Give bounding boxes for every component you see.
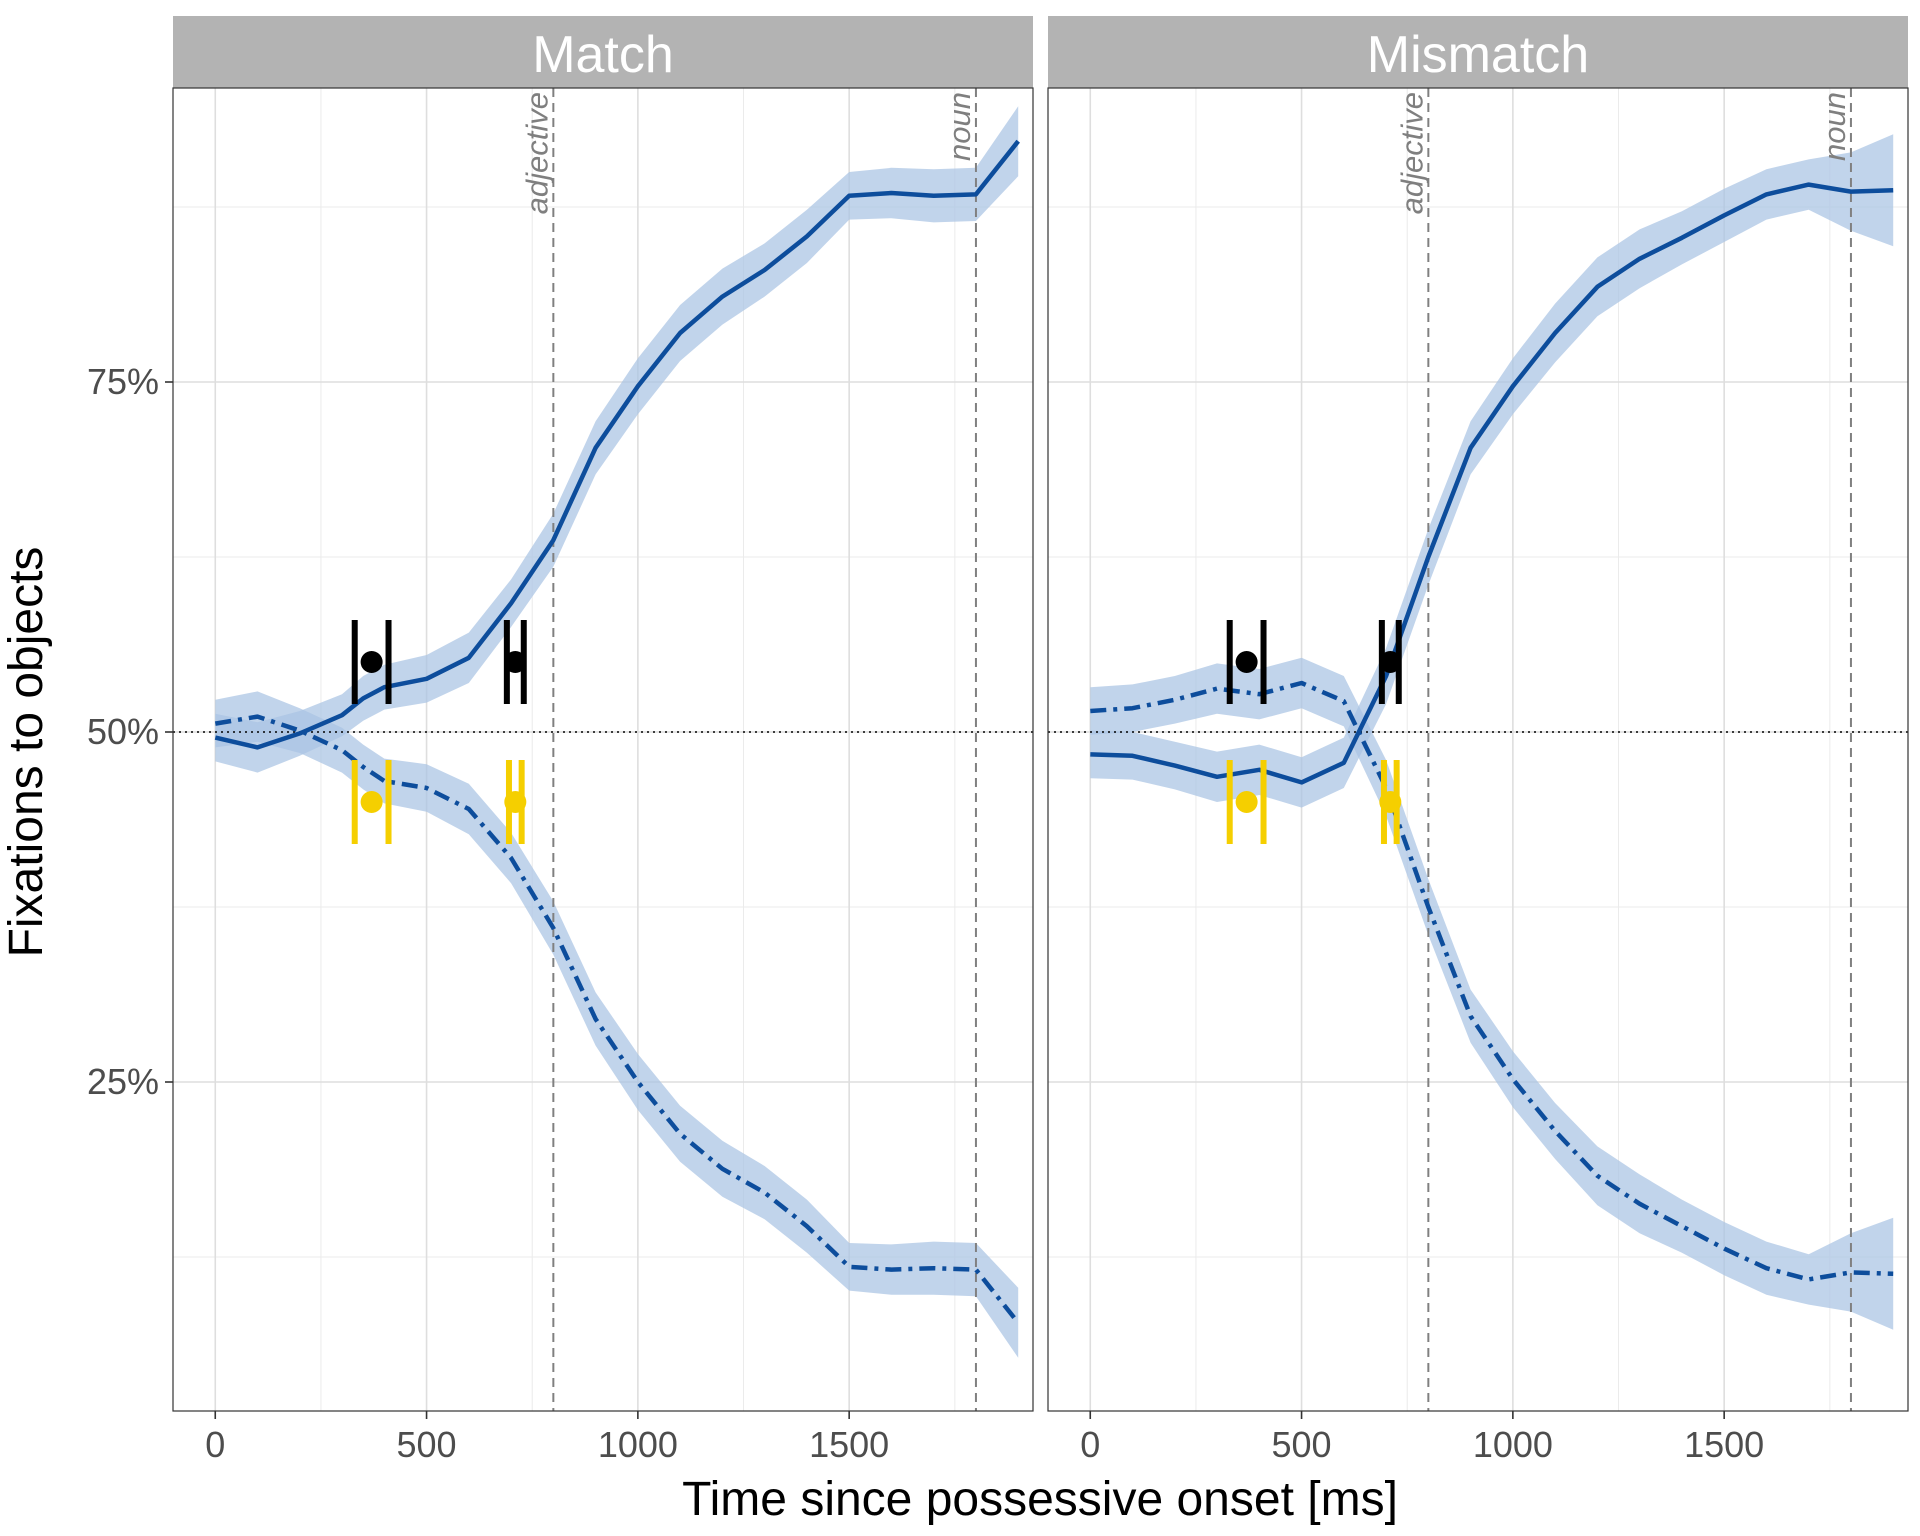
confidence-ribbon [215, 691, 1019, 1358]
x-tick-label: 0 [205, 1424, 225, 1465]
interval-point [360, 651, 383, 673]
interval-point [504, 791, 527, 813]
vertical-marker-label: adjective [519, 92, 554, 214]
y-tick-label: 50% [87, 711, 159, 752]
panel-title: Match [532, 26, 674, 84]
black-interval-marker [351, 620, 392, 704]
panel-border [172, 87, 1034, 1412]
panel-mismatch: Mismatch adjective noun 0 500 1000 1500 [1047, 16, 1909, 1465]
vertical-marker-label: noun [942, 92, 977, 161]
panel-title: Mismatch [1367, 26, 1589, 84]
panel-strip [173, 16, 1033, 88]
panel-strip [1048, 16, 1908, 88]
interval-point [1235, 791, 1258, 813]
confidence-ribbon [1090, 657, 1894, 1330]
black-interval-marker [1226, 620, 1267, 704]
interval-point [360, 791, 383, 813]
yellow-interval-marker [1226, 760, 1267, 844]
interval-point [504, 651, 527, 673]
series-line-solid [1090, 182, 1894, 785]
confidence-ribbon [215, 106, 1019, 773]
series-line-dotdash [1090, 680, 1894, 1282]
x-tick-label: 1000 [598, 1424, 678, 1465]
y-tick-label: 75% [87, 361, 159, 402]
interval-point [1379, 651, 1402, 673]
x-tick-label: 1000 [1473, 1424, 1553, 1465]
interval-point [1379, 791, 1402, 813]
interval-point [1235, 651, 1258, 673]
x-tick-label: 0 [1080, 1424, 1100, 1465]
black-interval-marker [503, 620, 527, 704]
x-tick-label: 1500 [809, 1424, 889, 1465]
x-tick-label: 500 [397, 1424, 457, 1465]
y-axis-title: Fixations to objects [0, 547, 53, 958]
y-tick-label: 25% [87, 1061, 159, 1102]
confidence-ribbon [1090, 134, 1894, 808]
panel-border [1047, 87, 1909, 1412]
series-line-solid [214, 139, 1020, 750]
panel-match: Match adjective noun 0 500 1000 1500 25% 50% 75% [87, 16, 1034, 1465]
vertical-marker-label: adjective [1394, 92, 1429, 214]
x-tick-label: 1500 [1684, 1424, 1764, 1465]
yellow-interval-marker [1379, 760, 1402, 844]
yellow-interval-marker [504, 760, 527, 844]
vertical-marker-label: noun [1817, 92, 1852, 161]
black-interval-marker [1378, 620, 1402, 704]
series-line-dotdash [214, 714, 1020, 1325]
x-tick-label: 500 [1272, 1424, 1332, 1465]
x-axis-title: Time since possessive onset [ms] [682, 1473, 1398, 1526]
yellow-interval-marker [351, 760, 392, 844]
